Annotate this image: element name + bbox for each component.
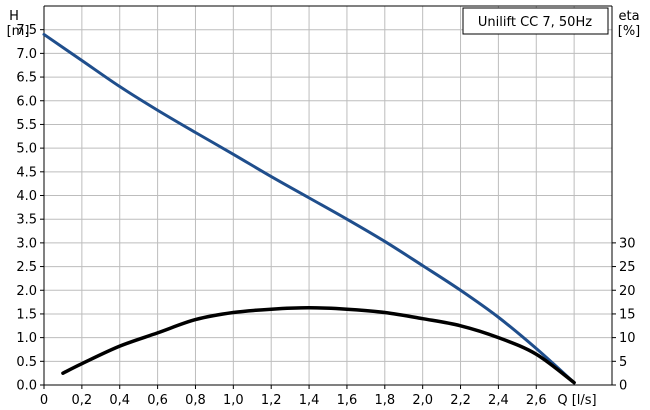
series-layer	[42, 32, 576, 385]
left-tick-label: 2.0	[16, 284, 37, 299]
left-tick-label: 4.0	[16, 189, 37, 204]
legend-box	[462, 7, 609, 35]
x-tick-label: 2,4	[488, 393, 509, 408]
grid	[44, 5, 613, 385]
x-tick-label: 0,4	[109, 393, 130, 408]
left-axis-label: H	[9, 9, 19, 24]
chart-title: Unilift CC 7, 50Hz	[478, 15, 592, 30]
x-tick-label: 2,6	[526, 393, 547, 408]
axes	[40, 5, 616, 389]
x-tick-label: 1,6	[337, 393, 358, 408]
x-tick-label: 1,0	[223, 393, 244, 408]
left-tick-label: 1.5	[16, 307, 37, 322]
left-tick-label: 7.5	[16, 23, 37, 38]
left-tick-label: 2.5	[16, 260, 37, 275]
left-tick-label: 6.0	[16, 94, 37, 109]
x-tick-label: 2,0	[412, 393, 433, 408]
x-axis-label: Q [l/s]	[557, 393, 596, 408]
x-tick-label: 2,2	[450, 393, 471, 408]
left-tick-label: 5.5	[16, 118, 37, 133]
x-tick-label: 0,8	[185, 393, 206, 408]
right-tick-label: 15	[619, 307, 636, 322]
left-tick-label: 6.5	[16, 71, 37, 86]
left-tick-label: 0.0	[16, 379, 37, 394]
left-axis-unit: [m]	[7, 24, 30, 39]
left-tick-label: 7.0	[16, 47, 37, 62]
right-axis-unit: [%]	[618, 24, 641, 39]
left-tick-label: 3.5	[16, 213, 37, 228]
right-tick-label: 25	[619, 260, 636, 275]
right-tick-label: 10	[619, 331, 636, 346]
right-tick-label: 30	[619, 236, 636, 251]
right-axis-label: eta	[618, 9, 639, 24]
left-tick-label: 0.5	[16, 355, 37, 370]
x-tick-label: 1,2	[261, 393, 282, 408]
right-tick-label: 20	[619, 284, 636, 299]
head-curve-line	[42, 32, 576, 385]
x-tick-label: 1,8	[374, 393, 395, 408]
left-tick-label: 1.0	[16, 331, 37, 346]
left-tick-label: 5.0	[16, 142, 37, 157]
x-tick-label: 0	[40, 393, 48, 408]
right-tick-label: 5	[619, 355, 627, 370]
labels-layer: 0.0 0.5 1.0 1.5 2.0 2.5 3.0 3.5 4.0 4.5 5.0 5.5 6.0 6…	[16, 23, 635, 408]
x-tick-label: 0,6	[147, 393, 168, 408]
efficiency-curve-line	[61, 306, 576, 385]
right-tick-label: 0	[619, 379, 627, 394]
left-tick-label: 3.0	[16, 236, 37, 251]
x-tick-label: 0,2	[72, 393, 93, 408]
left-tick-label: 4.5	[16, 165, 37, 180]
x-tick-label: 1,4	[299, 393, 320, 408]
